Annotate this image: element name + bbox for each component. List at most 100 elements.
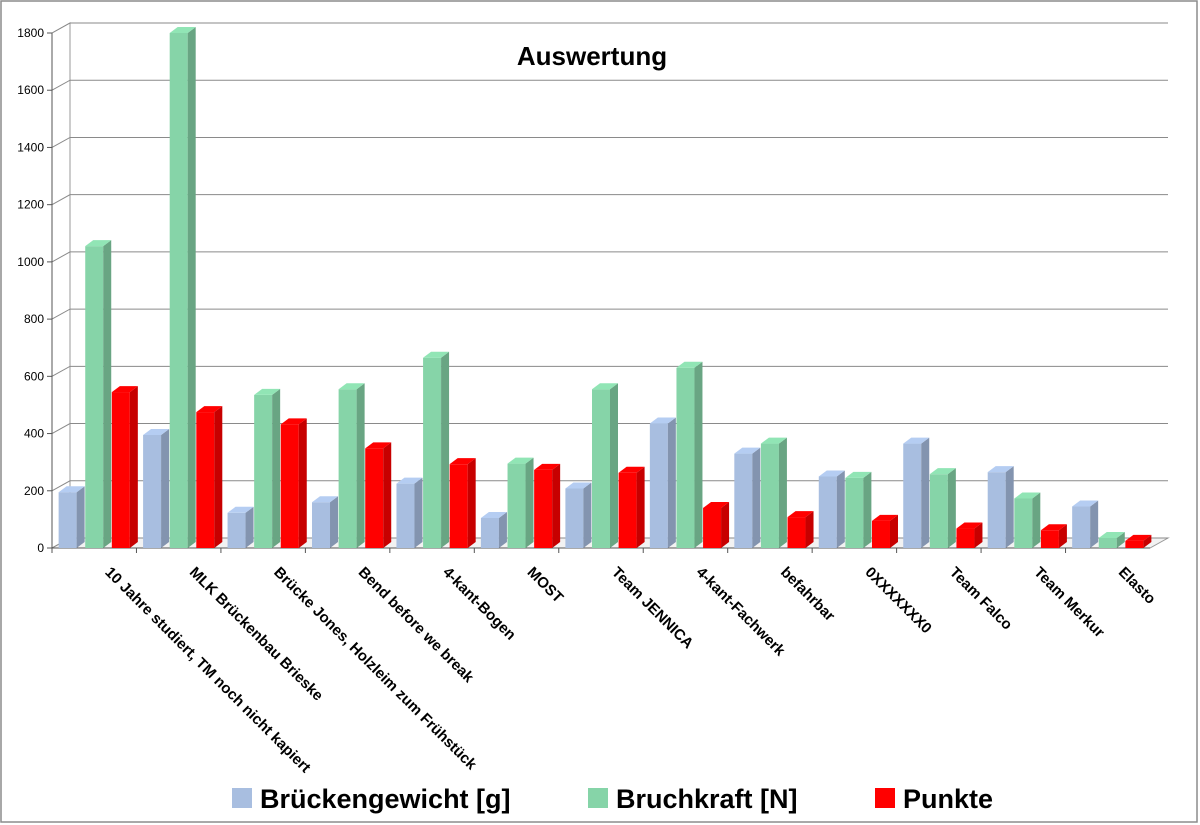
bar-front xyxy=(1072,506,1091,548)
bar-front xyxy=(365,448,384,548)
bar-top xyxy=(1040,524,1067,531)
bar-side xyxy=(498,511,507,548)
bar-side xyxy=(525,457,534,548)
bar-top xyxy=(676,361,703,368)
gridline xyxy=(51,480,1168,492)
bar-side xyxy=(1005,466,1014,548)
y-tick-label: 1000 xyxy=(17,255,44,269)
bar-0-9 xyxy=(818,470,845,548)
bar-0-2 xyxy=(227,506,254,548)
bar-side xyxy=(214,406,223,548)
bar-front xyxy=(787,517,806,548)
bar-side xyxy=(356,383,365,548)
bar-1-4 xyxy=(423,351,450,548)
bar-side xyxy=(1032,492,1041,548)
bar-side xyxy=(383,442,392,548)
bar-front xyxy=(58,492,77,548)
bar-1-8 xyxy=(760,437,787,548)
bar-1-1 xyxy=(169,27,196,548)
bar-1-12 xyxy=(1098,531,1125,548)
x-tick-label: MLK Brückenbau Brieske xyxy=(186,564,327,705)
x-tick-label: Team Falco xyxy=(946,564,1016,634)
bar-side xyxy=(1090,500,1099,548)
bar-top xyxy=(227,506,254,513)
bar-top xyxy=(929,468,956,475)
bar-front xyxy=(111,392,130,548)
bar-side xyxy=(1116,531,1125,548)
bar-top xyxy=(365,442,392,449)
bar-top xyxy=(987,466,1014,473)
bar-top xyxy=(58,486,85,493)
bar-top xyxy=(534,463,561,470)
bar-side xyxy=(161,428,170,548)
bar-1-10 xyxy=(929,468,956,548)
x-tick-label: Team JENNICA xyxy=(608,564,697,653)
legend-item: Brückengewicht [g] xyxy=(232,784,511,814)
bar-front xyxy=(169,33,188,548)
bar-side xyxy=(552,463,561,548)
bar-side xyxy=(721,501,730,548)
bar-0-3 xyxy=(312,496,339,548)
bar-2-1 xyxy=(196,406,223,548)
bar-top xyxy=(565,482,592,489)
bar-2-10 xyxy=(956,522,983,548)
bar-side xyxy=(947,468,956,548)
x-tick-label: 4-kant-Fachwerk xyxy=(693,564,789,660)
gridline xyxy=(51,136,1168,148)
bar-top xyxy=(760,437,787,444)
bar-top xyxy=(111,386,138,393)
bar-top xyxy=(818,470,845,477)
bar-0-8 xyxy=(734,447,761,548)
bar-top xyxy=(254,388,281,395)
bar-top xyxy=(592,383,618,390)
bar-front xyxy=(1014,498,1033,548)
y-tick-label: 1800 xyxy=(17,26,44,40)
bar-top xyxy=(1014,492,1041,499)
bar-side xyxy=(889,514,898,548)
bar-side xyxy=(414,477,423,548)
bar-side xyxy=(921,437,930,548)
legend-item: Punkte xyxy=(875,784,993,814)
y-tick-label: 1200 xyxy=(17,198,44,212)
gridline xyxy=(51,365,1168,377)
legend-label: Brückengewicht [g] xyxy=(260,784,511,814)
bar-front xyxy=(734,453,753,548)
bar-2-11 xyxy=(1040,524,1067,548)
bar-top xyxy=(480,511,507,518)
y-tick-label: 800 xyxy=(24,312,44,326)
y-tick-label: 200 xyxy=(24,484,44,498)
bar-2-5 xyxy=(534,463,561,548)
bar-front xyxy=(760,443,779,548)
bar-2-7 xyxy=(703,501,730,548)
bar-2-6 xyxy=(618,466,645,548)
legend-swatch xyxy=(875,788,895,808)
bar-2-3 xyxy=(365,442,392,548)
bar-side xyxy=(836,470,845,548)
legend-item: Bruchkraft [N] xyxy=(588,784,798,814)
bar-side xyxy=(610,383,618,548)
bar-front xyxy=(423,357,442,548)
bar-top xyxy=(1125,534,1152,541)
bar-front xyxy=(396,483,415,548)
bar-side xyxy=(974,522,983,548)
bar-0-5 xyxy=(480,511,507,548)
x-tick-label: 4-kant-Bogen xyxy=(439,564,519,644)
bar-1-3 xyxy=(338,383,365,548)
bar-1-6 xyxy=(592,383,618,548)
x-tick-label: 0XXXXXXX0 xyxy=(862,564,935,637)
left-wall xyxy=(51,22,71,549)
bar-front xyxy=(1125,540,1144,548)
y-tick-label: 0 xyxy=(37,541,44,555)
bar-front xyxy=(592,389,610,548)
bar-top xyxy=(649,417,676,424)
gridline xyxy=(51,251,1168,263)
bar-side xyxy=(667,417,676,548)
bar-1-7 xyxy=(676,361,703,548)
bar-2-0 xyxy=(111,386,138,548)
bar-top xyxy=(312,496,339,503)
bar-side xyxy=(863,471,872,548)
bar-front xyxy=(196,412,215,548)
bar-0-7 xyxy=(649,417,676,548)
bar-front xyxy=(312,502,331,548)
